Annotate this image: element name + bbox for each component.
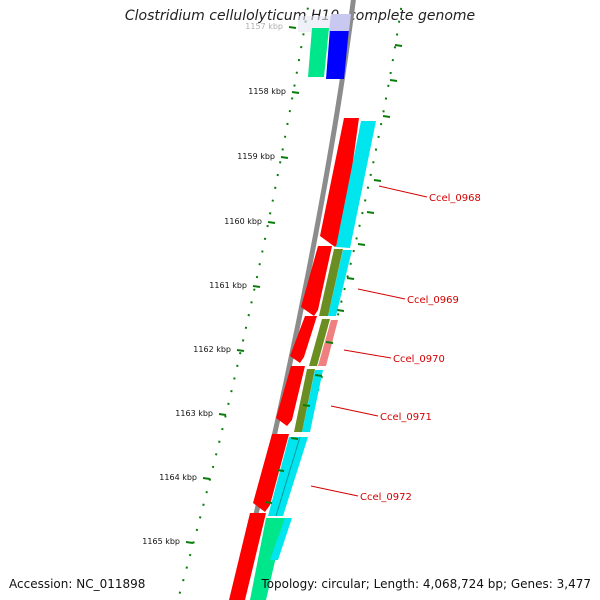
leader-line-ccel-0972 xyxy=(310,485,359,497)
accession-text: Accession: NC_011898 xyxy=(9,577,146,591)
cds-arrow-ccel-0970[interactable] xyxy=(290,316,317,363)
gene-label-ccel-0972[interactable]: Ccel_0972 xyxy=(360,492,412,503)
outer-ring-tick xyxy=(346,277,355,280)
match-divider xyxy=(275,436,301,517)
outer-ring-tick xyxy=(357,243,366,246)
ruler-tick-label: 1160 kbp xyxy=(224,217,262,226)
match-block-olive-0971[interactable] xyxy=(294,369,315,432)
ruler-tick xyxy=(185,541,194,544)
gene-label-ccel-0969[interactable]: Ccel_0969 xyxy=(407,295,459,306)
match-block-cyan-0968[interactable] xyxy=(336,121,376,248)
topology-summary: Topology: circular; Length: 4,068,724 bp… xyxy=(261,577,591,591)
match-block-cyan-0969[interactable] xyxy=(328,250,352,316)
match-block-cyan-bottom[interactable] xyxy=(270,518,292,560)
outer-ring-tick xyxy=(264,501,273,504)
ruler-tick-label: 1158 kbp xyxy=(248,87,286,96)
ruler-tick-label: 1164 kbp xyxy=(159,473,197,482)
match-block-olive-0970[interactable] xyxy=(309,319,330,366)
leader-line-ccel-0971 xyxy=(330,405,379,417)
gene-label-ccel-0970[interactable]: Ccel_0970 xyxy=(393,354,445,365)
inner-dotted-ring xyxy=(176,0,311,600)
cds-arrow-ccel-0972[interactable] xyxy=(253,434,289,512)
leader-line-ccel-0969 xyxy=(357,288,406,300)
outer-ring-tick xyxy=(394,44,403,47)
ruler-tick-label: 1161 kbp xyxy=(209,281,247,290)
cds-arrow-ccel-0968[interactable] xyxy=(320,118,359,247)
ruler-tick xyxy=(202,477,211,480)
outer-ring-tick xyxy=(314,374,323,377)
outer-ring-tick xyxy=(389,79,398,82)
ruler-tick xyxy=(267,221,276,224)
cds-arrow-ccel-0971[interactable] xyxy=(276,366,305,426)
feature-block-green-top[interactable] xyxy=(308,28,329,77)
cds-arrow-next[interactable] xyxy=(229,513,266,600)
ruler-tick-label: 1162 kbp xyxy=(193,345,231,354)
outer-ring-tick xyxy=(325,341,334,344)
ruler-tick-label: 1157 kbp xyxy=(245,22,283,31)
ruler-tick xyxy=(236,349,245,352)
match-block-cyan-0971[interactable] xyxy=(302,370,323,432)
ruler-tick xyxy=(288,26,297,29)
ruler-ticks: 1157 kbp 1158 kbp 1159 kbp 1160 kbp 1161 kbp… xyxy=(142,22,403,546)
outer-ring-tick xyxy=(382,115,391,118)
feature-block-lavender-top[interactable] xyxy=(329,14,351,31)
leader-line-ccel-0968 xyxy=(378,185,428,198)
ruler-tick-label: 1159 kbp xyxy=(237,152,275,161)
ruler-tick-label: 1163 kbp xyxy=(175,409,213,418)
ruler-tick xyxy=(291,91,300,94)
ruler-tick xyxy=(218,413,227,416)
ruler-tick-label: 1165 kbp xyxy=(142,537,180,546)
match-block-olive-0969[interactable] xyxy=(319,249,343,316)
ruler-tick xyxy=(280,156,289,159)
ruler-tick xyxy=(252,285,261,288)
cds-arrow-ccel-0969[interactable] xyxy=(301,246,332,316)
gene-label-ccel-0968[interactable]: Ccel_0968 xyxy=(429,193,481,204)
match-block-green-bottom[interactable] xyxy=(250,518,285,600)
leader-line-ccel-0970 xyxy=(343,349,392,359)
outer-ring-tick xyxy=(336,309,345,312)
outer-ring-tick xyxy=(302,404,311,407)
gene-label-ccel-0971[interactable]: Ccel_0971 xyxy=(380,412,432,423)
outer-ring-tick xyxy=(276,469,285,472)
feature-block-blue-top[interactable] xyxy=(326,28,349,79)
outer-ring-tick xyxy=(373,179,382,182)
outer-ring-tick xyxy=(290,437,299,440)
outer-ring-tick xyxy=(366,211,375,214)
